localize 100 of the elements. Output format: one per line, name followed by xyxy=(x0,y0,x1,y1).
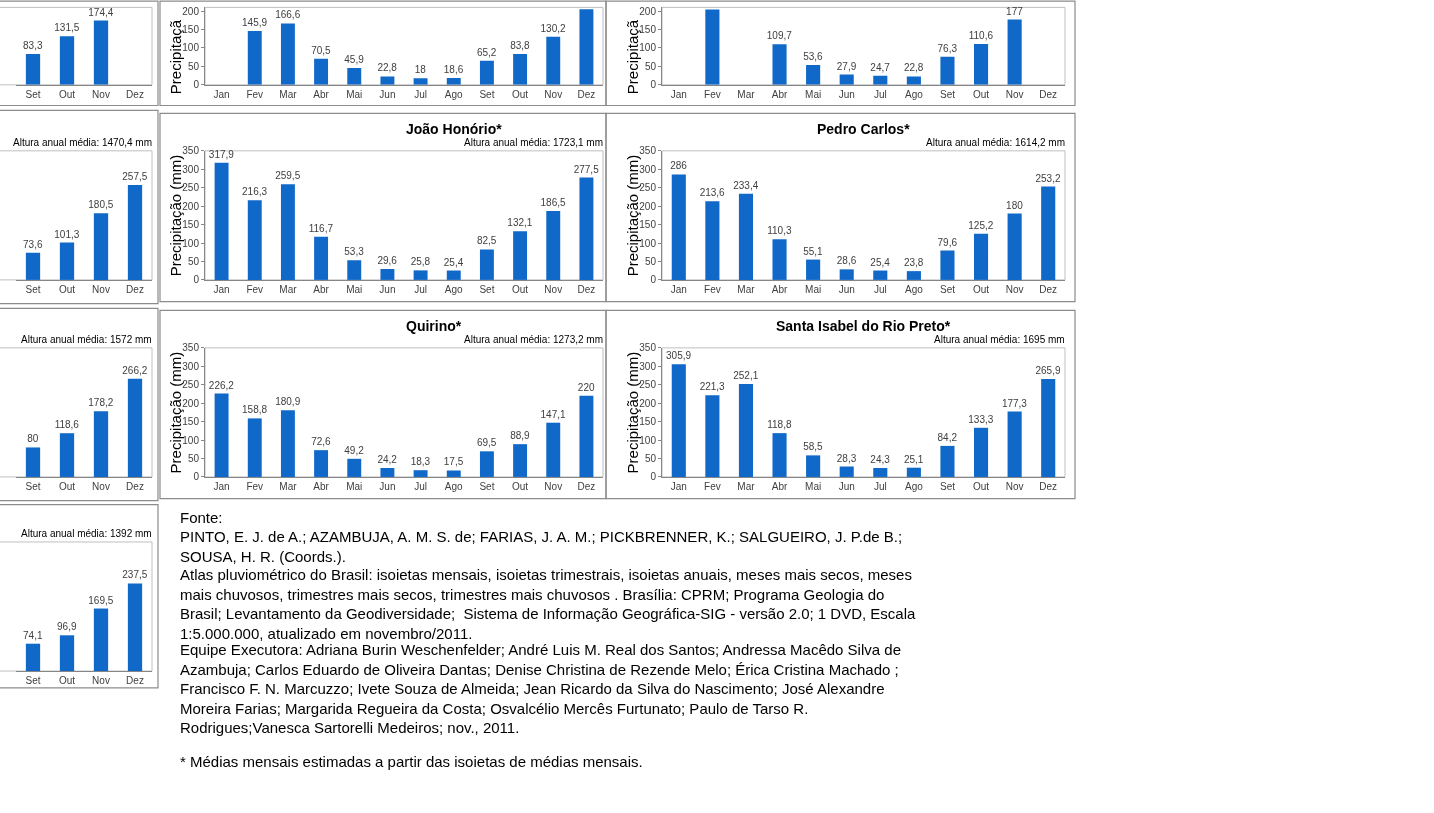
x-tick-label: Ago xyxy=(904,88,924,100)
data-label: 131,5 xyxy=(54,22,80,34)
x-tick-label: Jun xyxy=(379,283,396,295)
x-tick-label: Jan xyxy=(213,88,230,100)
x-tick-label: Mar xyxy=(279,88,298,100)
data-label: 116,7 xyxy=(308,222,334,234)
bar xyxy=(25,447,41,477)
data-label: 132,1 xyxy=(507,217,533,229)
bar xyxy=(25,252,41,280)
chart-title: João Honório* xyxy=(406,121,503,137)
x-tick-label: Dez xyxy=(577,88,596,100)
x-tick-label: Jul xyxy=(414,88,427,100)
bar xyxy=(973,44,989,85)
bar xyxy=(579,395,594,477)
text: Altura anual média: 1572 mm xyxy=(21,334,152,345)
data-label: 24,7 xyxy=(870,61,891,73)
x-tick-label: Out xyxy=(972,283,990,295)
data-label: 158,8 xyxy=(242,404,268,416)
data-label: 252,1 xyxy=(733,369,759,381)
bar xyxy=(705,9,720,85)
bar xyxy=(579,9,594,85)
bar xyxy=(479,249,494,280)
data-label: 28,6 xyxy=(836,255,857,267)
bar xyxy=(380,76,395,85)
x-tick-label: Ago xyxy=(904,283,924,295)
bar xyxy=(705,395,720,477)
data-label: 277,5 xyxy=(573,163,600,175)
y-axis-title: Precipitaçã xyxy=(623,19,641,95)
x-tick-label: Nov xyxy=(92,675,110,687)
bar xyxy=(59,635,75,672)
data-label: 18 xyxy=(414,64,427,76)
chart-title: Pedro Carlos* xyxy=(817,121,911,137)
bar xyxy=(214,393,229,477)
x-tick-label: Set xyxy=(479,88,495,100)
bar xyxy=(380,468,395,477)
bar xyxy=(314,58,329,85)
bar xyxy=(772,44,787,85)
bar xyxy=(873,467,888,477)
x-tick-label: Dez xyxy=(1039,480,1058,492)
bar xyxy=(513,53,528,85)
data-label: 186,5 xyxy=(540,197,566,209)
x-tick-label: Ago xyxy=(444,88,464,100)
data-label: 177,3 xyxy=(1001,397,1028,409)
bar xyxy=(671,174,686,280)
bar xyxy=(906,467,921,477)
data-label: 180 xyxy=(1006,199,1024,211)
bar xyxy=(1007,19,1022,85)
y-tick-label: 250 xyxy=(182,182,200,194)
x-tick-label: Abr xyxy=(313,480,330,492)
bar xyxy=(347,260,362,280)
x-tick-label: Dez xyxy=(126,88,144,100)
x-tick-label: Out xyxy=(58,88,76,100)
bar xyxy=(247,200,262,280)
data-label: 317,9 xyxy=(208,148,235,160)
bar xyxy=(940,56,955,85)
x-tick-label: Jul xyxy=(873,88,887,100)
data-label: 133,3 xyxy=(968,413,994,425)
text: Altura anual média: 1695 mm xyxy=(934,334,1065,345)
y-tick-label: 200 xyxy=(182,5,200,17)
bar xyxy=(347,67,362,85)
y-tick-label: 150 xyxy=(639,24,657,36)
bar xyxy=(127,184,143,280)
y-tick-label: 150 xyxy=(182,219,200,231)
bar xyxy=(705,201,720,280)
bar xyxy=(806,259,821,280)
x-tick-label: Fev xyxy=(704,283,721,295)
x-tick-label: Set xyxy=(939,480,956,492)
x-tick-label: Out xyxy=(512,480,529,492)
data-label: 74,1 xyxy=(23,629,43,641)
x-tick-label: Nov xyxy=(544,88,563,100)
y-tick-label: 350 xyxy=(182,342,200,354)
data-label: 69,5 xyxy=(476,437,497,449)
x-tick-label: Set xyxy=(939,88,956,100)
data-label: 265,9 xyxy=(1035,364,1061,376)
y-tick-label: 300 xyxy=(639,360,657,372)
y-axis-title: Precipitação (mm) xyxy=(623,351,641,474)
bar xyxy=(380,268,395,280)
text: * Médias mensais estimadas a partir das isoietas de médias mensais. xyxy=(180,753,643,770)
data-label: 79,6 xyxy=(937,236,958,248)
data-label: 18,3 xyxy=(410,456,431,468)
data-label: 49,2 xyxy=(344,444,365,456)
x-tick-label: Mar xyxy=(279,283,298,295)
x-tick-label: Nov xyxy=(92,88,110,100)
chart-title: Santa Isabel do Rio Preto* xyxy=(776,318,951,334)
bar xyxy=(873,270,888,280)
y-axis-title: Precipitação (mm) xyxy=(166,154,184,277)
bar xyxy=(247,31,262,85)
data-label: 76,3 xyxy=(937,42,958,54)
x-tick-label: Set xyxy=(25,675,41,687)
x-tick-label: Dez xyxy=(577,480,596,492)
data-label: 266,2 xyxy=(122,364,148,376)
y-tick-label: 300 xyxy=(182,163,200,175)
bar xyxy=(513,231,528,280)
y-tick-label: 350 xyxy=(639,145,657,157)
data-label: 178,2 xyxy=(88,397,114,409)
x-tick-label: Fev xyxy=(246,480,264,492)
x-tick-label: Abr xyxy=(771,88,788,100)
y-tick-label: 250 xyxy=(182,379,200,391)
data-label: 22,8 xyxy=(903,62,924,74)
x-tick-label: Jun xyxy=(379,480,396,492)
